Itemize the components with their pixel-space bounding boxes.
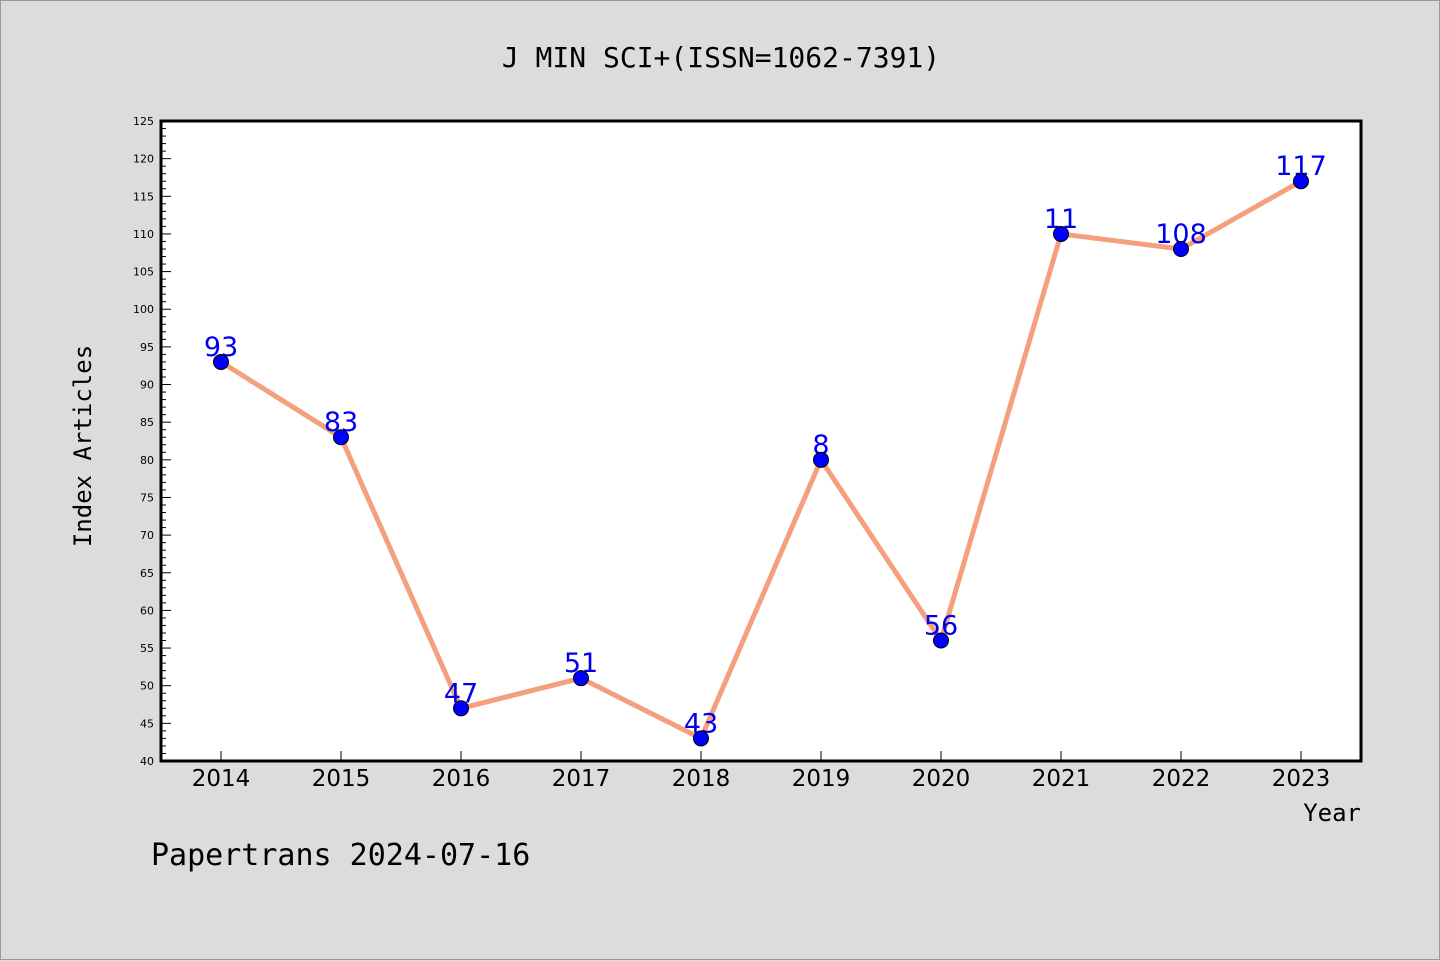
y-tick-label: 70: [140, 529, 154, 542]
y-tick-label: 125: [133, 115, 154, 128]
data-point: [1053, 225, 1069, 242]
y-tick-label: 60: [140, 604, 154, 617]
data-point: [1173, 241, 1189, 257]
data-point: [813, 451, 829, 468]
x-tick-label: 2017: [552, 766, 611, 792]
x-tick-label: 2022: [1152, 766, 1211, 792]
y-tick-label: 115: [133, 190, 154, 203]
plot-area: [159, 119, 1363, 763]
x-tick-label: 2015: [312, 766, 371, 792]
x-tick-label: 2018: [672, 766, 731, 792]
y-tick-label: 50: [140, 680, 154, 693]
x-tick-label: 2019: [792, 766, 851, 792]
y-tick-label: 85: [140, 416, 154, 429]
y-tick-label: 80: [140, 454, 154, 467]
y-tick-label: 100: [133, 303, 154, 316]
y-tick-label: 120: [133, 153, 154, 166]
data-point: [213, 353, 229, 370]
x-tick-label: 2020: [912, 766, 971, 792]
y-tick-label: 40: [140, 755, 154, 768]
y-tick-label: 105: [133, 266, 154, 279]
data-label: 8: [812, 430, 829, 461]
x-tick-label: 2014: [192, 766, 251, 792]
y-tick-label: 90: [140, 379, 154, 392]
y-tick-label: 95: [140, 341, 154, 354]
data-point: [933, 632, 949, 649]
data-point: [693, 730, 709, 747]
x-tick-label: 2021: [1032, 766, 1091, 792]
y-axis-label: Index Articles: [69, 345, 97, 547]
x-tick-label: 2016: [432, 766, 491, 792]
y-axis: 40 45 50 55 60 65 70 75 80 85 90 95 100 105 110 115 120 1…: [133, 115, 171, 768]
x-tick-label: 2023: [1272, 766, 1331, 792]
data-point: [1293, 173, 1309, 190]
y-tick-label: 45: [140, 717, 154, 730]
data-point: [453, 700, 469, 717]
series-line: [219, 179, 1303, 741]
y-tick-label: 75: [140, 491, 154, 504]
data-point: [573, 670, 589, 687]
x-axis: 2014 2015 2016 2017 2018 2019 2020 2021 2022 2023: [192, 751, 1331, 792]
y-tick-label: 110: [133, 228, 154, 241]
chart-title: J MIN SCI+(ISSN=1062-7391): [502, 41, 940, 74]
y-tick-label: 55: [140, 642, 154, 655]
data-point: [333, 429, 349, 446]
x-axis-label: Year: [1303, 799, 1361, 827]
y-tick-label: 65: [140, 567, 154, 580]
footer-text: Papertrans 2024-07-16: [151, 838, 530, 873]
